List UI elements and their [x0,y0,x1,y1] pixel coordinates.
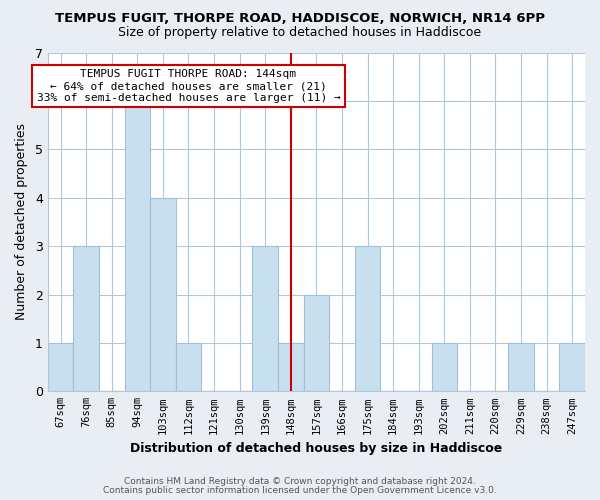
Bar [48,343,73,392]
Bar [125,101,150,392]
Bar [253,246,278,392]
Text: TEMPUS FUGIT THORPE ROAD: 144sqm
← 64% of detached houses are smaller (21)
33% o: TEMPUS FUGIT THORPE ROAD: 144sqm ← 64% o… [37,70,340,102]
Bar [559,343,585,392]
Bar [278,343,304,392]
Text: Contains public sector information licensed under the Open Government Licence v3: Contains public sector information licen… [103,486,497,495]
Text: Contains HM Land Registry data © Crown copyright and database right 2024.: Contains HM Land Registry data © Crown c… [124,477,476,486]
Text: Size of property relative to detached houses in Haddiscoe: Size of property relative to detached ho… [118,26,482,39]
X-axis label: Distribution of detached houses by size in Haddiscoe: Distribution of detached houses by size … [130,442,503,455]
Bar [73,246,99,392]
Bar [150,198,176,392]
Bar [508,343,534,392]
Text: TEMPUS FUGIT, THORPE ROAD, HADDISCOE, NORWICH, NR14 6PP: TEMPUS FUGIT, THORPE ROAD, HADDISCOE, NO… [55,12,545,26]
Bar [431,343,457,392]
Bar [304,294,329,392]
Y-axis label: Number of detached properties: Number of detached properties [15,124,28,320]
Bar [355,246,380,392]
Bar [176,343,201,392]
